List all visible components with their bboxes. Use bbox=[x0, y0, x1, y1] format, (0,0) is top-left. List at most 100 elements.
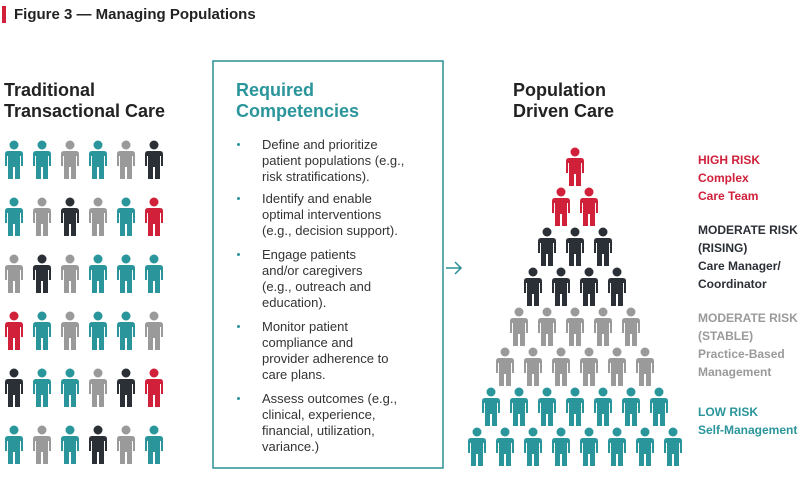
left-title: Transactional Care bbox=[4, 101, 166, 121]
person-icon bbox=[61, 254, 79, 293]
person-icon bbox=[145, 140, 163, 179]
person-icon bbox=[5, 425, 23, 464]
tier-label: Coordinator bbox=[698, 277, 767, 291]
person-icon bbox=[89, 254, 107, 293]
competency-text: (e.g., outreach and bbox=[262, 279, 372, 294]
arrow bbox=[446, 261, 463, 275]
competency-text: variance.) bbox=[262, 439, 320, 454]
person-icon bbox=[636, 427, 654, 466]
header-bar bbox=[2, 6, 6, 23]
person-icon bbox=[33, 311, 51, 350]
person-icon bbox=[580, 187, 598, 226]
person-icon bbox=[5, 254, 23, 293]
person-icon bbox=[608, 347, 626, 386]
person-icon bbox=[510, 307, 528, 346]
header-title: Figure 3 — Managing Populations bbox=[14, 6, 256, 23]
person-icon bbox=[566, 307, 584, 346]
tier-label: Self-Management bbox=[698, 423, 798, 437]
person-icon bbox=[89, 425, 107, 464]
competency-text: optimal interventions bbox=[262, 207, 382, 222]
tier-label: MODERATE RISK bbox=[698, 223, 798, 237]
competency-text: risk stratifications). bbox=[262, 169, 370, 184]
person-icon bbox=[496, 347, 514, 386]
person-icon bbox=[117, 140, 135, 179]
person-icon bbox=[538, 387, 556, 426]
person-icon bbox=[608, 427, 626, 466]
person-icon bbox=[580, 427, 598, 466]
tier-label: Care Team bbox=[698, 189, 759, 203]
right-title: Driven Care bbox=[513, 101, 615, 121]
competency-text: Engage patients bbox=[262, 247, 356, 262]
person-icon bbox=[594, 387, 612, 426]
person-icon bbox=[33, 197, 51, 236]
person-icon bbox=[552, 187, 570, 226]
bullet bbox=[237, 325, 240, 328]
competency-text: education). bbox=[262, 295, 327, 310]
person-icon bbox=[145, 254, 163, 293]
tier-label: HIGH RISK bbox=[698, 153, 761, 167]
person-icon bbox=[538, 227, 556, 266]
person-icon bbox=[5, 197, 23, 236]
person-icon bbox=[145, 311, 163, 350]
person-icon bbox=[145, 368, 163, 407]
tier-label: Complex bbox=[698, 171, 749, 185]
person-icon bbox=[89, 140, 107, 179]
person-icon bbox=[61, 368, 79, 407]
tier-label: (RISING) bbox=[698, 241, 748, 255]
tier-label: (STABLE) bbox=[698, 329, 754, 343]
competency-box bbox=[212, 60, 444, 469]
person-icon bbox=[33, 140, 51, 179]
competency-text: provider adherence to bbox=[262, 351, 389, 366]
bullet bbox=[237, 253, 240, 256]
person-icon bbox=[650, 387, 668, 426]
person-icon bbox=[580, 267, 598, 306]
tier-label: Practice-Based bbox=[698, 347, 785, 361]
person-icon bbox=[5, 368, 23, 407]
person-icon bbox=[33, 368, 51, 407]
bullet bbox=[237, 397, 240, 400]
person-icon bbox=[510, 387, 528, 426]
person-icon bbox=[89, 197, 107, 236]
competency-text: financial, utilization, bbox=[262, 423, 375, 438]
box-title: Competencies bbox=[236, 101, 360, 121]
person-icon bbox=[145, 197, 163, 236]
person-icon bbox=[566, 147, 584, 186]
person-icon bbox=[117, 311, 135, 350]
competency-text: care plans. bbox=[262, 367, 326, 382]
left-title: Traditional bbox=[4, 80, 96, 100]
person-icon bbox=[482, 387, 500, 426]
competency-text: and/or caregivers bbox=[262, 263, 363, 278]
person-icon bbox=[524, 267, 542, 306]
person-icon bbox=[117, 368, 135, 407]
person-icon bbox=[566, 227, 584, 266]
competency-text: Monitor patient bbox=[262, 319, 348, 334]
person-icon bbox=[552, 347, 570, 386]
box-title: Required bbox=[236, 80, 315, 100]
tier-label: Management bbox=[698, 365, 772, 379]
tier-label: Care Manager/ bbox=[698, 259, 781, 273]
tier-label: LOW RISK bbox=[698, 405, 758, 419]
person-icon bbox=[580, 347, 598, 386]
person-icon bbox=[33, 254, 51, 293]
bullet bbox=[237, 143, 240, 146]
person-icon bbox=[61, 311, 79, 350]
person-icon bbox=[552, 427, 570, 466]
person-icon bbox=[89, 368, 107, 407]
person-icon bbox=[5, 140, 23, 179]
person-icon bbox=[117, 197, 135, 236]
competency-text: Identify and enable bbox=[262, 191, 372, 206]
person-icon bbox=[33, 425, 51, 464]
person-icon bbox=[524, 427, 542, 466]
person-icon bbox=[608, 267, 626, 306]
competency-text: Assess outcomes (e.g., bbox=[262, 391, 398, 406]
person-icon bbox=[524, 347, 542, 386]
person-icon bbox=[117, 254, 135, 293]
person-icon bbox=[145, 425, 163, 464]
competency-text: clinical, experience, bbox=[262, 407, 376, 422]
bullet bbox=[237, 197, 240, 200]
tier-label: MODERATE RISK bbox=[698, 311, 798, 325]
person-icon bbox=[89, 311, 107, 350]
person-icon bbox=[594, 227, 612, 266]
person-icon bbox=[636, 347, 654, 386]
